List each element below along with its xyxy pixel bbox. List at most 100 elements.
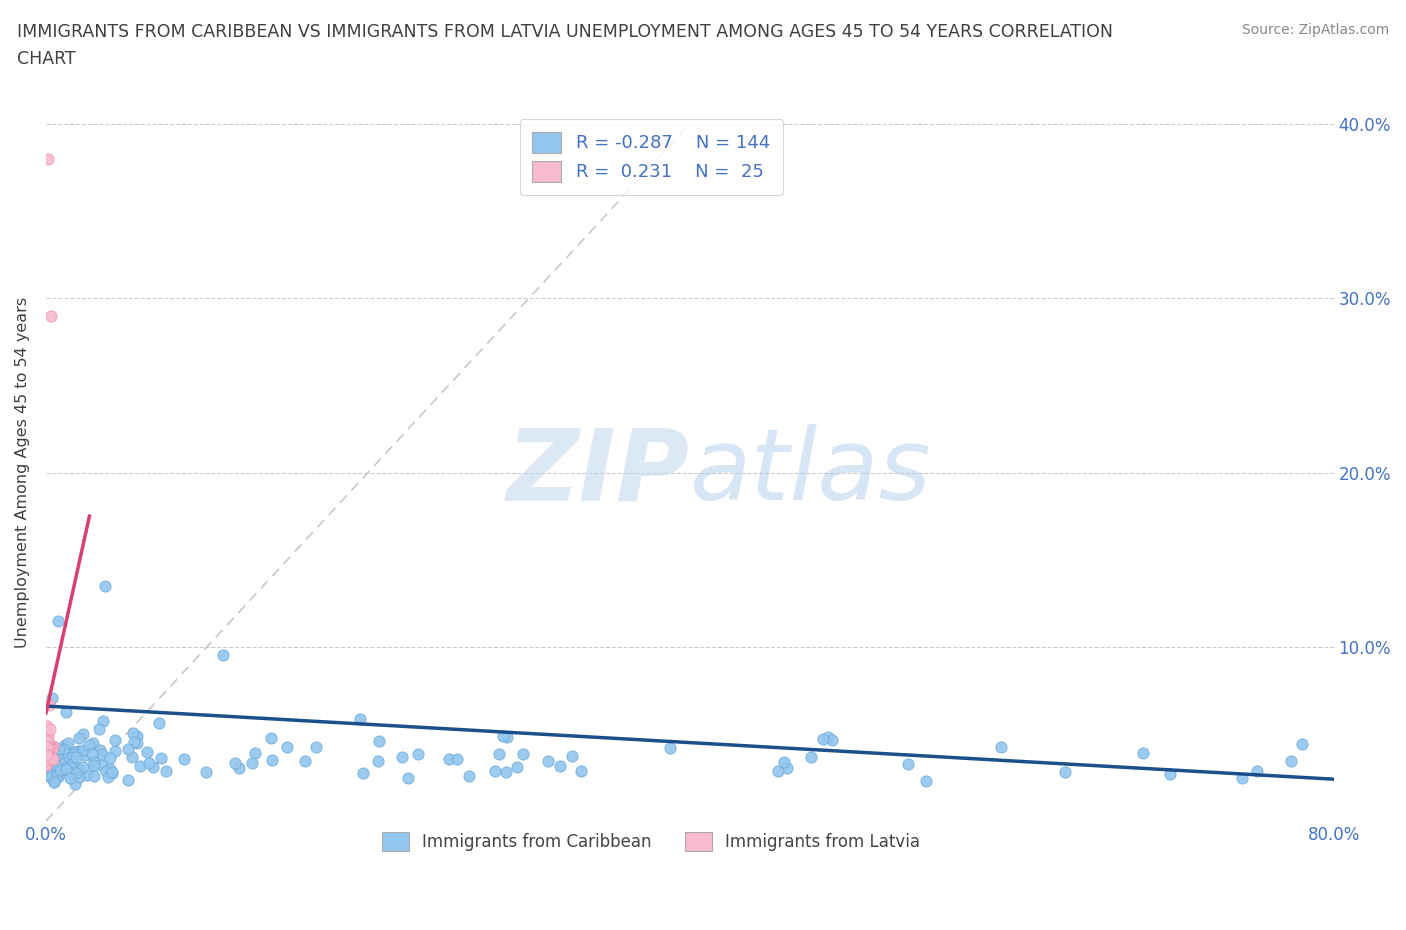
Point xyxy=(37,748,59,763)
Point xyxy=(46,760,69,775)
Point xyxy=(42,775,65,790)
Point xyxy=(39,770,62,785)
Point xyxy=(492,728,515,743)
Point xyxy=(1132,745,1154,760)
Point xyxy=(817,730,839,745)
Point xyxy=(101,765,124,780)
Point xyxy=(38,751,60,765)
Y-axis label: Unemployment Among Ages 45 to 54 years: Unemployment Among Ages 45 to 54 years xyxy=(15,297,30,648)
Point xyxy=(52,742,75,757)
Point xyxy=(46,748,69,763)
Point xyxy=(658,741,681,756)
Point xyxy=(41,741,63,756)
Point xyxy=(437,752,460,767)
Point xyxy=(495,764,517,779)
Point xyxy=(150,751,173,765)
Point xyxy=(59,766,82,781)
Point xyxy=(82,736,104,751)
Point xyxy=(66,744,89,759)
Point xyxy=(94,764,117,778)
Point xyxy=(117,742,139,757)
Point xyxy=(368,734,391,749)
Point xyxy=(39,309,62,324)
Point xyxy=(38,751,60,765)
Point xyxy=(37,152,59,166)
Point xyxy=(512,747,534,762)
Point xyxy=(37,718,59,733)
Point xyxy=(42,739,65,754)
Point xyxy=(38,751,60,766)
Point xyxy=(121,750,143,764)
Point xyxy=(38,741,60,756)
Point xyxy=(83,768,105,783)
Point xyxy=(83,754,105,769)
Point xyxy=(35,740,58,755)
Point xyxy=(259,731,281,746)
Point xyxy=(396,770,419,785)
Point xyxy=(53,738,76,753)
Point xyxy=(59,771,82,786)
Point xyxy=(58,753,80,768)
Point xyxy=(65,765,87,780)
Point xyxy=(276,739,298,754)
Point xyxy=(48,742,70,757)
Point xyxy=(72,742,94,757)
Text: IMMIGRANTS FROM CARIBBEAN VS IMMIGRANTS FROM LATVIA UNEMPLOYMENT AMONG AGES 45 T: IMMIGRANTS FROM CARIBBEAN VS IMMIGRANTS … xyxy=(17,23,1114,68)
Point xyxy=(148,716,170,731)
Point xyxy=(496,730,519,745)
Point xyxy=(52,764,75,779)
Point xyxy=(91,714,114,729)
Point xyxy=(138,756,160,771)
Point xyxy=(1054,764,1077,779)
Point xyxy=(391,750,413,764)
Point xyxy=(1291,737,1313,751)
Point xyxy=(136,745,159,760)
Point xyxy=(458,769,481,784)
Point xyxy=(125,728,148,743)
Point xyxy=(44,757,66,772)
Point xyxy=(76,767,98,782)
Point xyxy=(1279,753,1302,768)
Point xyxy=(195,764,218,779)
Point xyxy=(1246,764,1268,778)
Point xyxy=(55,762,77,777)
Point xyxy=(42,751,65,766)
Point xyxy=(41,765,63,780)
Point xyxy=(352,765,374,780)
Point xyxy=(60,750,83,764)
Point xyxy=(53,754,76,769)
Point xyxy=(406,747,429,762)
Point xyxy=(42,738,65,753)
Point xyxy=(811,732,834,747)
Point xyxy=(46,613,69,628)
Point xyxy=(484,764,506,778)
Point xyxy=(65,750,87,764)
Point xyxy=(90,758,112,773)
Legend: Immigrants from Caribbean, Immigrants from Latvia: Immigrants from Caribbean, Immigrants fr… xyxy=(375,825,927,858)
Point xyxy=(37,751,59,765)
Point xyxy=(89,742,111,757)
Point xyxy=(773,755,796,770)
Point xyxy=(67,731,90,746)
Point xyxy=(569,764,592,778)
Point xyxy=(1230,771,1253,786)
Point xyxy=(776,760,799,775)
Point xyxy=(35,757,58,772)
Point xyxy=(44,756,66,771)
Point xyxy=(83,757,105,772)
Point xyxy=(59,760,82,775)
Point xyxy=(35,758,58,773)
Point xyxy=(37,769,59,784)
Point xyxy=(294,753,316,768)
Point xyxy=(90,747,112,762)
Point xyxy=(35,734,58,749)
Point xyxy=(766,764,789,778)
Point xyxy=(224,756,246,771)
Point xyxy=(48,743,70,758)
Point xyxy=(117,772,139,787)
Point xyxy=(77,737,100,752)
Point xyxy=(173,751,195,766)
Point xyxy=(65,744,87,759)
Point xyxy=(46,761,69,776)
Point xyxy=(35,752,58,767)
